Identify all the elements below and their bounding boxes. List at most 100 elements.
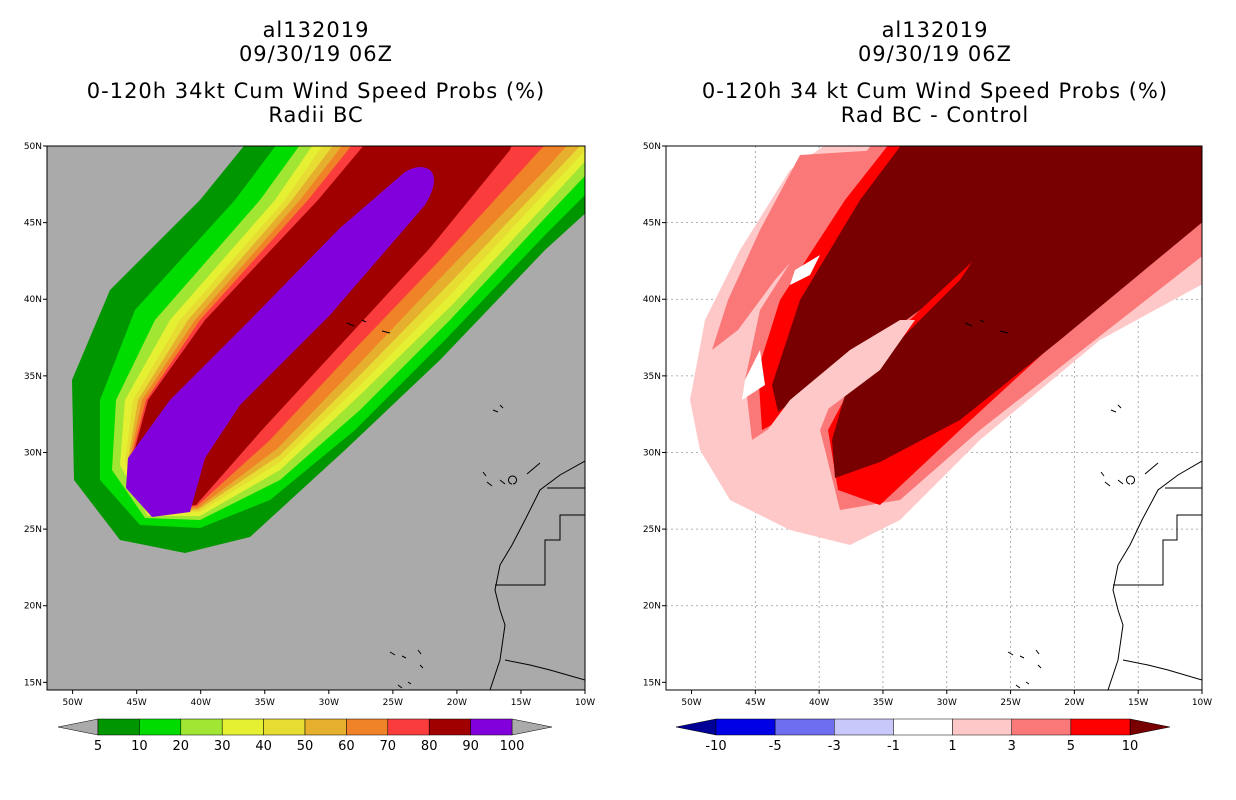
y-tick-label: 45N — [24, 219, 42, 229]
right-title-date: 09/30/19 06Z — [857, 42, 1013, 66]
left-colorbar: 5 10 20 30 40 50 60 70 80 90 100 — [57, 718, 553, 754]
right-cape-verde — [1007, 649, 1042, 689]
x-tick-label: 30W — [937, 698, 957, 708]
right-border-3 — [1122, 659, 1202, 681]
left-cape-verde — [389, 649, 424, 689]
y-tick-label: 30N — [24, 448, 42, 458]
x-tick-label: 15W — [1128, 698, 1148, 708]
right-map-frame — [665, 145, 1203, 691]
right-border-1 — [1113, 514, 1202, 586]
right-title-variant: Rad BC - Control — [840, 103, 1030, 127]
y-tick-label: 15N — [24, 678, 42, 688]
left-band-90 — [126, 166, 434, 517]
x-tick-label: 25W — [1000, 698, 1020, 708]
y-tick-label: 45N — [643, 219, 661, 229]
colorbar-label: 1 — [948, 739, 956, 754]
right-africa-coast — [1107, 460, 1202, 690]
colorbar-label: 30 — [214, 739, 231, 754]
x-tick-label: 45W — [745, 698, 765, 708]
x-tick-label: 20W — [1064, 698, 1084, 708]
y-tick-label: 25N — [643, 525, 661, 535]
colorbar-segment — [428, 718, 471, 736]
right-axis-ticks: 50W 45W 40W 35W 30W 25W 20W 15W 10W 50N 45N 40N 35N 3… — [643, 142, 1212, 708]
x-tick-label: 50W — [62, 698, 82, 708]
y-tick-label: 20N — [24, 602, 42, 612]
left-border-3 — [504, 659, 585, 681]
x-tick-label: 10W — [1192, 698, 1212, 708]
x-tick-label: 15W — [511, 698, 531, 708]
left-africa-coast — [489, 460, 585, 690]
y-tick-label: 40N — [643, 295, 661, 305]
colorbar-label: -5 — [769, 739, 782, 754]
colorbar-label: 10 — [131, 739, 148, 754]
right-title-storm: al132019 — [881, 18, 989, 42]
right-white-patch-2 — [790, 255, 820, 285]
left-title-variant: Radii BC — [268, 103, 364, 127]
colorbar-segment — [834, 718, 894, 736]
left-axis-ticks: 50W 45W 40W 35W 30W 25W 20W 15W 10W 50N 45N 40N 35N 3… — [24, 142, 595, 708]
colorbar-segment — [1011, 718, 1072, 736]
right-gap-tongue — [760, 320, 915, 445]
colorbar-label: 5 — [1067, 739, 1075, 754]
y-tick-label: 15N — [643, 678, 661, 688]
right-white-patch-1 — [742, 350, 765, 400]
colorbar-label: 100 — [500, 739, 525, 754]
y-tick-label: 20N — [643, 602, 661, 612]
colorbar-segment — [180, 718, 223, 736]
right-map-panel: 50W 45W 40W 35W 30W 25W 20W 15W 10W 50N 45N 40N 35N 3… — [643, 142, 1212, 708]
colorbar-under-arrow — [57, 718, 99, 736]
colorbar-segment — [715, 718, 776, 736]
right-coastlines — [964, 319, 1202, 690]
x-tick-label: 35W — [255, 698, 275, 708]
x-tick-label: 35W — [873, 698, 893, 708]
x-tick-label: 30W — [319, 698, 339, 708]
y-tick-label: 50N — [24, 142, 42, 152]
x-tick-label: 40W — [191, 698, 211, 708]
right-difference-field — [690, 146, 1202, 545]
left-coastlines — [346, 319, 585, 690]
y-tick-label: 40N — [24, 295, 42, 305]
colorbar-over-arrow — [1129, 718, 1171, 736]
colorbar-segment — [263, 718, 306, 736]
colorbar-label: 50 — [297, 739, 314, 754]
colorbar-label: 70 — [380, 739, 397, 754]
y-tick-label: 25N — [24, 525, 42, 535]
left-title-date: 09/30/19 06Z — [238, 42, 394, 66]
right-title-product: 0-120h 34 kt Cum Wind Speed Probs (%) — [701, 79, 1169, 103]
y-tick-label: 30N — [643, 448, 661, 458]
colorbar-label: -1 — [887, 739, 900, 754]
colorbar-label: 40 — [255, 739, 272, 754]
left-probability-field — [72, 146, 585, 553]
left-canary-islands — [482, 462, 541, 487]
colorbar-label: 10 — [1122, 739, 1139, 754]
colorbar-label: -10 — [705, 739, 726, 754]
colorbar-label: 90 — [462, 739, 479, 754]
right-band-over-10 — [772, 146, 1202, 478]
left-map-panel: 50W 45W 40W 35W 30W 25W 20W 15W 10W 50N 45N 40N 35N 3… — [24, 142, 595, 708]
left-azores — [346, 319, 391, 334]
colorbar-segment — [1070, 718, 1131, 736]
y-tick-label: 50N — [643, 142, 661, 152]
right-title-block: al132019 09/30/19 06Z 0-120h 34 kt Cum W… — [666, 18, 1204, 127]
right-canary-islands — [1100, 462, 1159, 487]
right-azores — [964, 319, 1009, 334]
colorbar-label: 5 — [94, 739, 102, 754]
colorbar-segment — [221, 718, 264, 736]
left-map-frame — [46, 145, 586, 691]
left-title-storm: al132019 — [262, 18, 370, 42]
x-tick-label: 10W — [575, 698, 595, 708]
left-title-product: 0-120h 34kt Cum Wind Speed Probs (%) — [86, 79, 546, 103]
x-tick-label: 50W — [681, 698, 701, 708]
x-tick-label: 20W — [447, 698, 467, 708]
y-tick-label: 35N — [643, 372, 661, 382]
left-title-block: al132019 09/30/19 06Z 0-120h 34kt Cum Wi… — [47, 18, 585, 127]
colorbar-label: 80 — [421, 739, 438, 754]
right-colorbar: -10 -5 -3 -1 1 3 5 10 — [675, 718, 1171, 754]
colorbar-segment — [774, 718, 835, 736]
left-madeira — [492, 404, 504, 413]
colorbar-segment — [470, 718, 513, 736]
colorbar-under-arrow — [675, 718, 717, 736]
colorbar-segment — [387, 718, 430, 736]
colorbar-label: -3 — [828, 739, 841, 754]
